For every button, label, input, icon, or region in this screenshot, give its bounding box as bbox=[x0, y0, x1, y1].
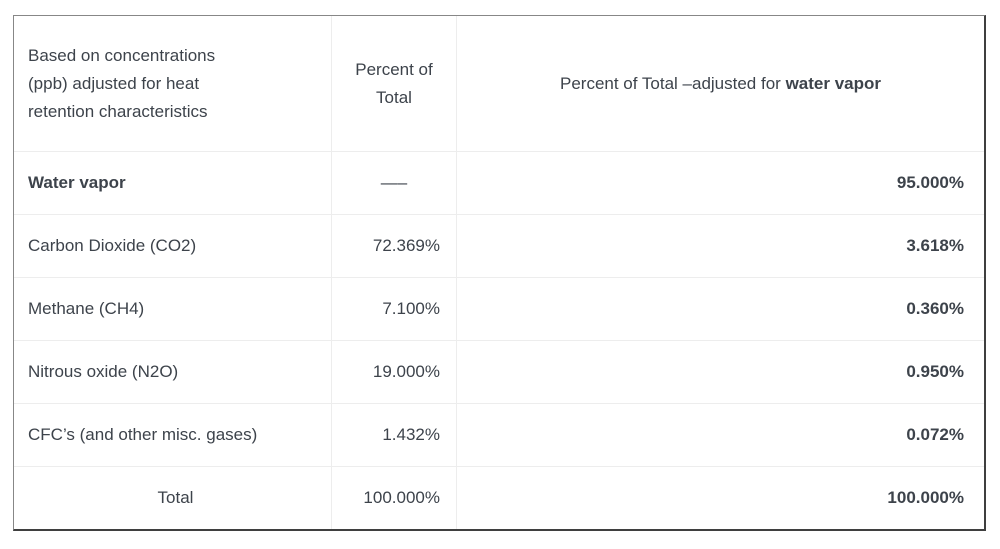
percent-adjusted-cell: 0.360% bbox=[457, 278, 984, 341]
percent-adjusted-cell: 0.072% bbox=[457, 404, 984, 467]
percent-total-cell: 19.000% bbox=[332, 341, 457, 404]
table-row-nitrous-oxide: Nitrous oxide (N2O) 19.000% 0.950% bbox=[14, 341, 984, 404]
table-row-carbon-dioxide: Carbon Dioxide (CO2) 72.369% 3.618% bbox=[14, 215, 984, 278]
percent-total-cell: 7.100% bbox=[332, 278, 457, 341]
greenhouse-gas-table: Based on concentrations (ppb) adjusted f… bbox=[13, 15, 986, 531]
header-label-percent-of-total: Percent of Total bbox=[355, 59, 433, 107]
percent-adjusted-cell: 100.000% bbox=[887, 488, 964, 507]
table-row-total: Total 100.000% 100.000% bbox=[14, 467, 984, 529]
total-label-cell: Total bbox=[14, 467, 332, 529]
percent-total-cell: 1.432% bbox=[332, 404, 457, 467]
table-row-water-vapor: Water vapor —– 95.000% bbox=[14, 152, 984, 215]
percent-adjusted-cell: 3.618% bbox=[457, 215, 984, 278]
header-label-concentrations: Based on concentrations (ppb) adjusted f… bbox=[28, 45, 216, 121]
table-row-cfcs: CFC’s (and other misc. gases) 1.432% 0.0… bbox=[14, 404, 984, 467]
header-label-water-vapor: water vapor bbox=[785, 73, 881, 93]
gas-name-cell: CFC’s (and other misc. gases) bbox=[14, 404, 332, 467]
header-cell-percent-adjusted: Percent of Total –adjusted for water vap… bbox=[457, 16, 984, 152]
header-cell-percent-of-total: Percent of Total bbox=[332, 16, 457, 152]
percent-adjusted-cell: 0.950% bbox=[457, 341, 984, 404]
percent-adjusted-cell: 95.000% bbox=[457, 152, 984, 215]
gas-name-cell: Water vapor bbox=[14, 152, 332, 215]
gas-name-cell: Nitrous oxide (N2O) bbox=[14, 341, 332, 404]
percent-total-cell: 72.369% bbox=[332, 215, 457, 278]
header-cell-concentrations: Based on concentrations (ppb) adjusted f… bbox=[14, 16, 332, 152]
header-label-percent-adjusted-prefix: Percent of Total –adjusted for bbox=[560, 73, 786, 93]
percent-total-cell: 100.000% bbox=[332, 467, 457, 529]
gas-name-cell: Methane (CH4) bbox=[14, 278, 332, 341]
gas-name-cell: Carbon Dioxide (CO2) bbox=[14, 215, 332, 278]
header-row: Based on concentrations (ppb) adjusted f… bbox=[14, 16, 984, 152]
table-row-methane: Methane (CH4) 7.100% 0.360% bbox=[14, 278, 984, 341]
percent-total-cell: —– bbox=[332, 152, 457, 215]
content-area: Based on concentrations (ppb) adjusted f… bbox=[13, 15, 986, 531]
